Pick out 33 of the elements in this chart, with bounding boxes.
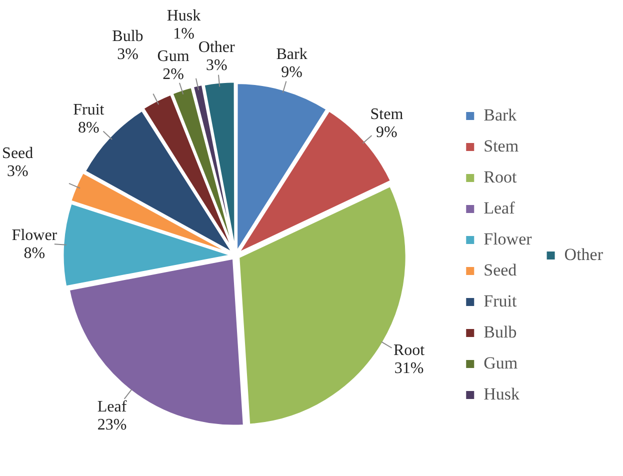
data-label: 1% xyxy=(173,26,194,43)
slice-label: Other xyxy=(198,38,236,56)
slice-label: Gum xyxy=(157,48,190,65)
slice-label: Leaf xyxy=(97,398,128,416)
data-label: 31% xyxy=(394,360,424,378)
legend-label: Gum xyxy=(484,353,518,372)
data-label: 3% xyxy=(117,46,138,63)
legend-label: Root xyxy=(484,167,517,186)
data-label: 8% xyxy=(78,120,100,137)
legend-label: Seed xyxy=(484,260,518,280)
slice-label: Seed xyxy=(2,145,34,162)
data-label: 3% xyxy=(206,56,228,74)
slice-label: Root xyxy=(393,342,426,360)
legend-label: Husk xyxy=(484,384,520,404)
data-label: 9% xyxy=(281,64,302,81)
data-label: 9% xyxy=(376,124,398,142)
data-label: 3% xyxy=(6,163,28,180)
data-label: 2% xyxy=(162,66,184,83)
data-label: 23% xyxy=(97,416,127,434)
slice-label: Fruit xyxy=(73,102,105,119)
slice-label: Bark xyxy=(276,46,308,63)
legend-label: Fruit xyxy=(484,291,517,310)
legend-label: Leaf xyxy=(484,198,516,218)
legend-label: Other xyxy=(564,244,604,264)
slice-label: Flower xyxy=(12,226,58,244)
legend-label: Flower xyxy=(484,229,532,248)
slice-label: Stem xyxy=(370,106,404,124)
data-label: 8% xyxy=(24,244,46,262)
slice-label: Husk xyxy=(166,8,201,25)
legend-label: Stem xyxy=(484,136,519,156)
slice-label: Bulb xyxy=(112,28,144,45)
legend-label: Bark xyxy=(484,105,518,124)
legend-label: Bulb xyxy=(484,322,517,342)
